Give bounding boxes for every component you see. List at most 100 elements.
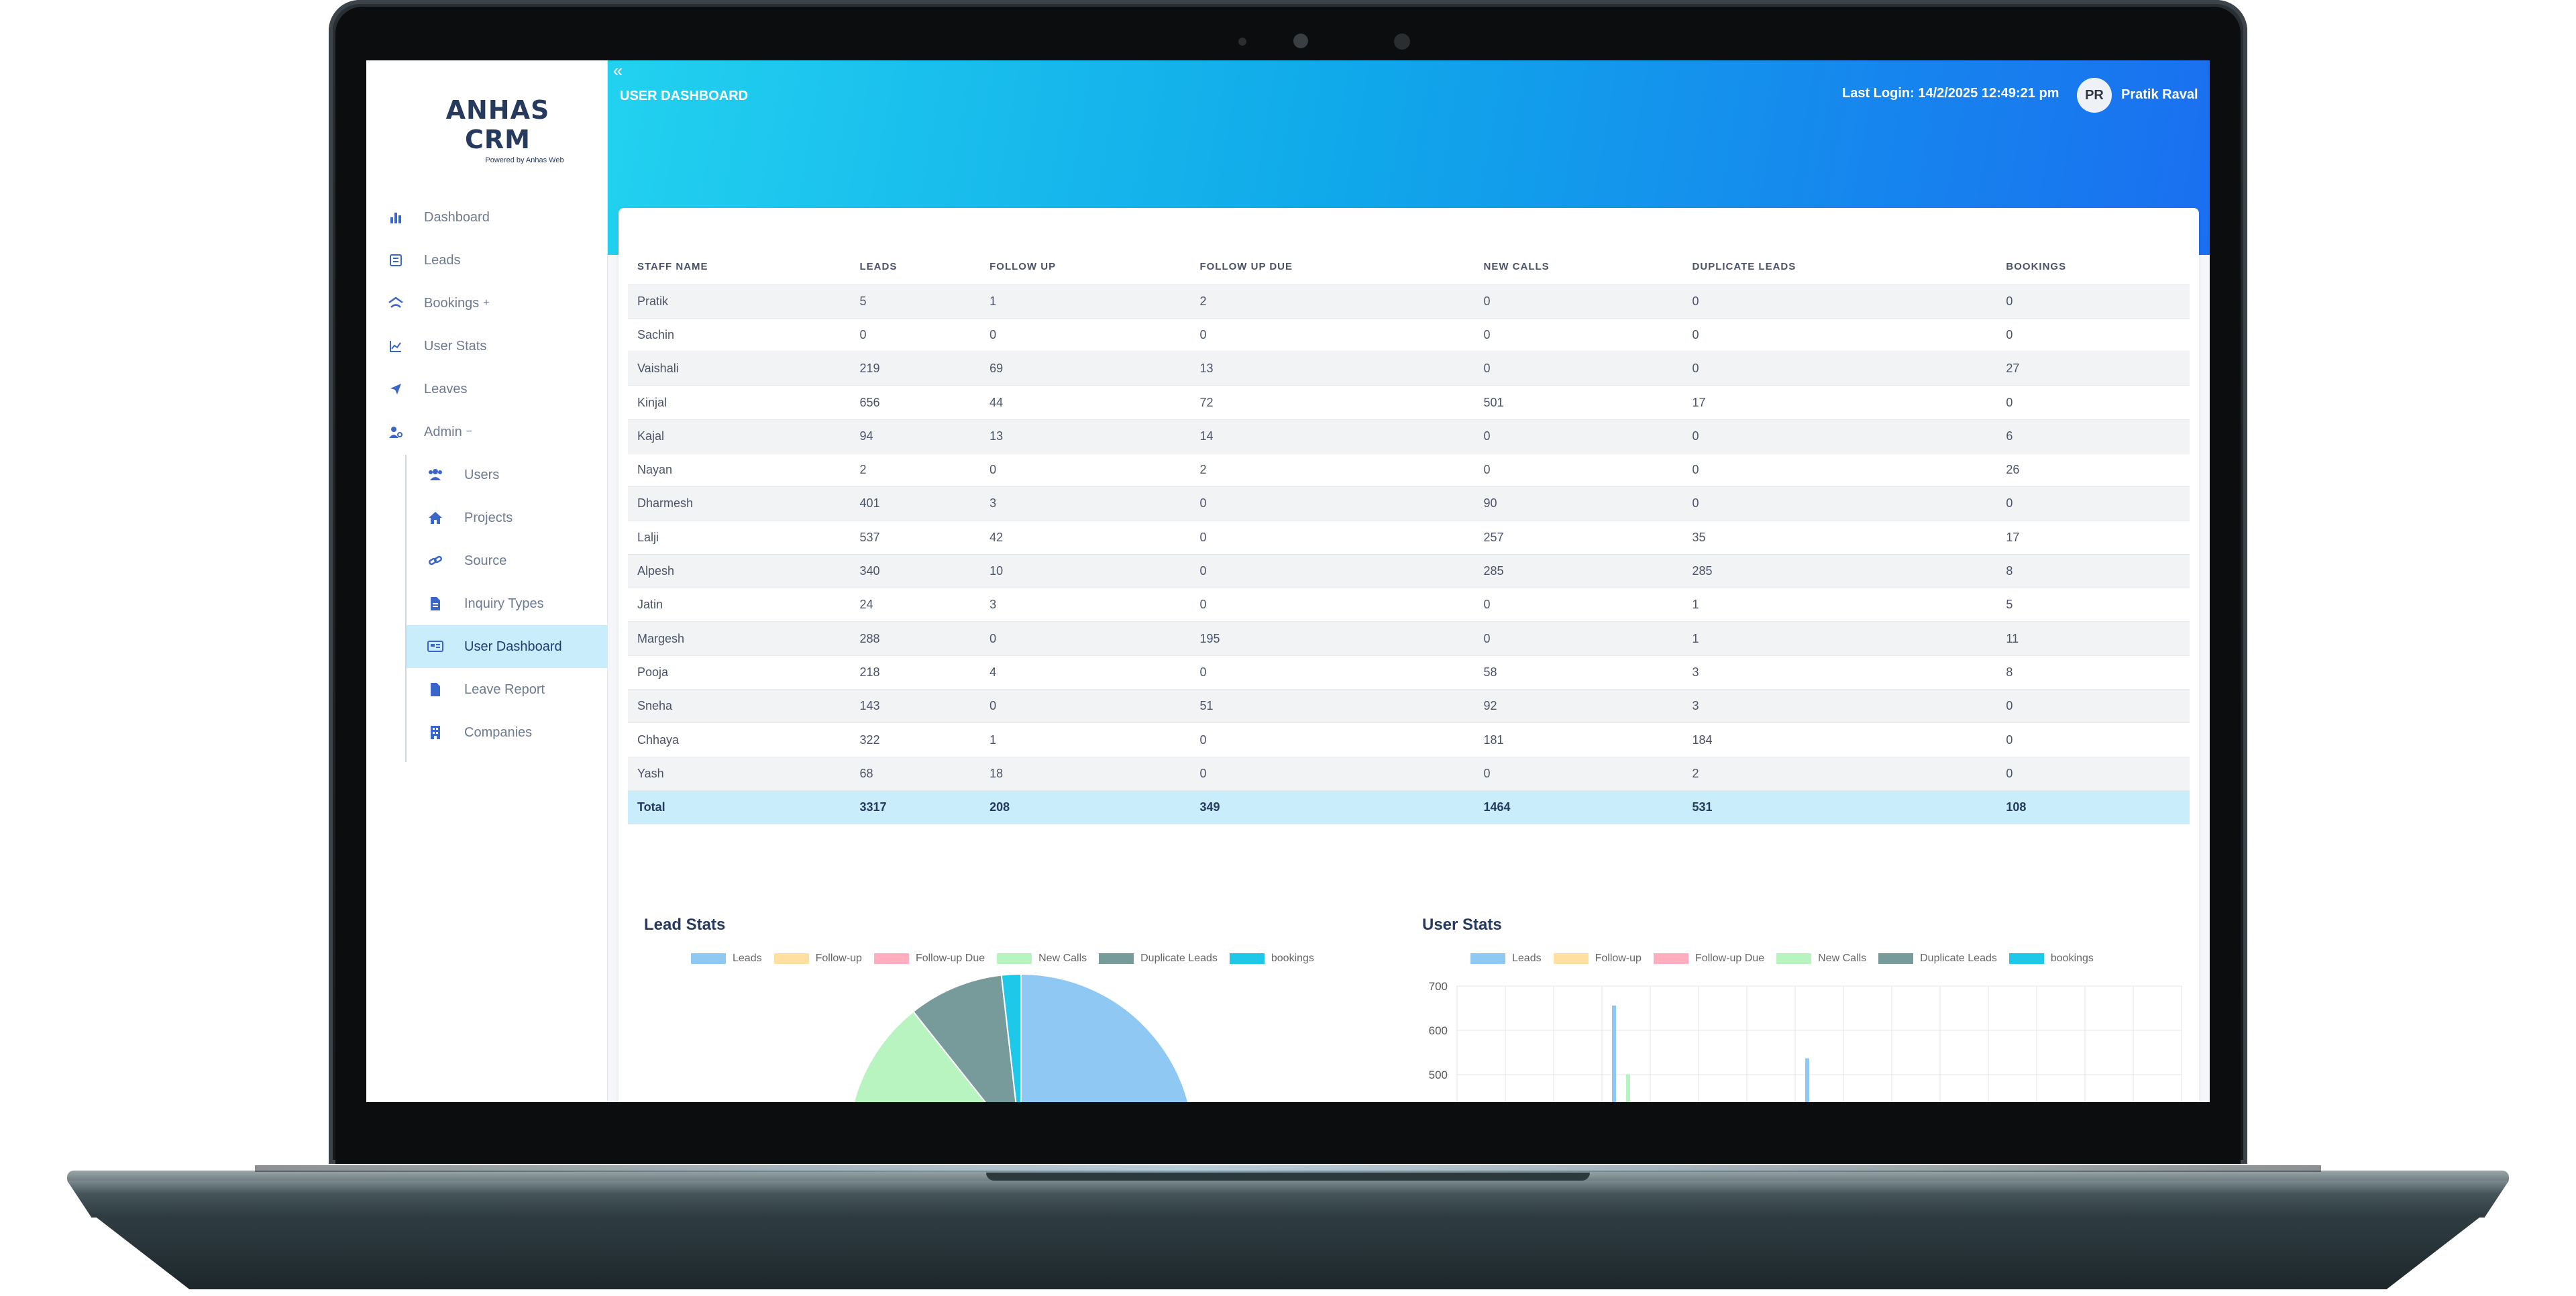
table-cell: 18 [980,757,1191,791]
lead-stats-legend: Leads Follow-up Follow-up Due New Calls Dupl… [691,953,1326,965]
legend-label: bookings [2050,953,2094,964]
table-cell: 143 [850,689,981,724]
sidebar-item-user-dashboard[interactable]: User Dashboard [407,625,608,668]
table-cell: 288 [850,621,981,656]
table-cell: 13 [1190,352,1474,386]
sidebar-item-leave-report[interactable]: Leave Report [407,668,608,711]
link-icon [427,552,444,570]
table-cell: 0 [850,318,981,353]
dashboard-icon [427,638,444,655]
legend-swatch [873,953,909,964]
sidebar-item-label: Leaves [424,381,468,396]
avatar[interactable]: PR [2077,78,2112,113]
legend-item[interactable]: Leads [1470,953,1542,965]
table-cell: 94 [850,419,981,453]
table-row: Kajal 94 13 14 0 0 6 [628,419,2190,453]
sidebar-item-companies[interactable]: Companies [407,711,608,754]
legend-label: Leads [1512,953,1542,964]
camera-lens [1293,34,1308,48]
column-header[interactable]: STAFF NAME [628,250,851,285]
sidebar-item-inquiry-types[interactable]: Inquiry Types [407,582,608,625]
column-header[interactable]: LEADS [850,250,981,285]
column-header[interactable]: FOLLOW UP DUE [1190,250,1474,285]
pie-slice-new-calls[interactable] [848,1010,1021,1102]
table-cell: 17 [1996,521,2190,555]
bar-leads[interactable] [1805,1058,1809,1102]
camera-dot-right [1394,34,1410,50]
table-cell: 68 [850,757,981,791]
total-cell: 1464 [1474,790,1683,825]
legend-item[interactable]: New Calls [1776,953,1866,965]
sidebar-item-bookings[interactable]: Bookings + [366,282,608,325]
bar-chart-icon [388,209,404,225]
legend-item[interactable]: Follow-up [1553,953,1642,965]
table-cell: Pratik [628,284,851,319]
table-cell: 8 [1996,655,2190,690]
sidebar-item-label: Users [464,467,500,482]
legend-item[interactable]: Duplicate Leads [1099,953,1218,965]
column-header[interactable]: NEW CALLS [1474,250,1683,285]
sidebar-item-admin[interactable]: Admin − [366,411,608,453]
sidebar-item-projects[interactable]: Projects [407,496,608,539]
column-header[interactable]: BOOKINGS [1996,250,2190,285]
screen-reflection [255,1165,2321,1172]
table-cell: 69 [980,352,1191,386]
legend-item[interactable]: New Calls [997,953,1087,965]
table-cell: 0 [1190,722,1474,757]
legend-item[interactable]: Leads [691,953,762,965]
table-cell: 1 [1682,588,1997,623]
table-row: Margesh 288 0 195 0 1 11 [628,621,2190,656]
legend-swatch [1553,953,1589,964]
legend-item[interactable]: Follow-up [773,953,862,965]
sidebar-item-label: Projects [464,510,513,525]
table-cell: 0 [1682,453,1997,488]
table-cell: 219 [850,352,981,386]
sidebar-item-label: Admin [424,424,462,439]
sidebar-item-leaves[interactable]: Leaves [366,368,608,411]
user-name[interactable]: Pratik Raval [2121,87,2198,102]
legend-item[interactable]: Follow-up Due [873,953,985,965]
table-cell: 0 [1190,588,1474,623]
building-icon [427,724,444,741]
pie-slice-leads[interactable] [963,973,1194,1102]
legend-item[interactable]: Duplicate Leads [1878,953,1997,965]
bar-leads[interactable] [1612,1006,1616,1102]
table-cell: Chhaya [628,722,851,757]
table-cell: 2 [850,453,981,488]
table-cell: 5 [1996,588,2190,623]
sidebar-item-user-stats[interactable]: User Stats [366,325,608,368]
column-header[interactable]: DUPLICATE LEADS [1682,250,1997,285]
sidebar-item-label: Source [464,553,507,568]
table-cell: 0 [1474,621,1683,656]
user-stats-bar-chart: 700600500400300 [1429,980,2182,1102]
legend-item[interactable]: bookings [1229,953,1314,965]
pie-slice-bookings[interactable] [1000,973,1022,1102]
table-cell: 2 [1190,453,1474,488]
table-cell: 3 [980,486,1191,521]
bookings-icon [388,295,404,311]
table-cell: 0 [1996,486,2190,521]
total-row: Total 3317 208 349 1464 531 108 [628,790,2190,825]
table-cell: 11 [1996,621,2190,656]
sidebar-item-dashboard[interactable]: Dashboard [366,196,608,239]
table-cell: 0 [1996,689,2190,724]
table-cell: 0 [980,689,1191,724]
collapse-sidebar-icon[interactable]: « [612,60,623,80]
sidebar-item-users[interactable]: Users [407,453,608,496]
line-chart-icon [388,338,404,354]
legend-swatch [1229,953,1265,964]
sidebar-item-leads[interactable]: Leads [366,239,608,282]
legend-item[interactable]: Follow-up Due [1653,953,1764,965]
column-header[interactable]: FOLLOW UP [980,250,1191,285]
bar-new-calls[interactable] [1626,1074,1630,1102]
logo[interactable]: ANHAS CRM Powered by Anhas Web [417,95,578,164]
legend-item[interactable]: bookings [2008,953,2094,965]
legend-label: Duplicate Leads [1920,953,1997,964]
pie-slice-duplicate-leads[interactable] [912,974,1021,1102]
total-cell: 208 [980,790,1191,825]
sidebar-item-source[interactable]: Source [407,539,608,582]
table-cell: 0 [1682,486,1997,521]
table-cell: 0 [1996,385,2190,420]
table-cell: 5 [850,284,981,319]
laptop-base [67,1181,2509,1218]
